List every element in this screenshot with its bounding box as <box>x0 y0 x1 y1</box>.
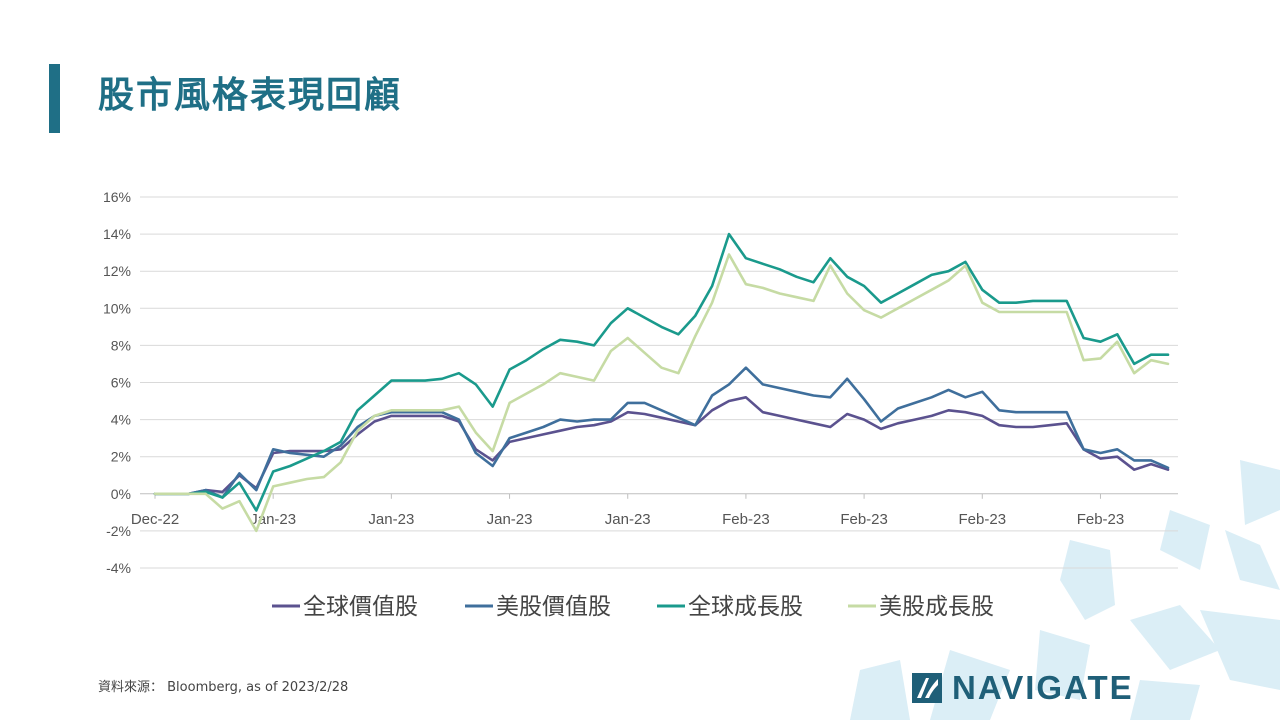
legend-label: 美股價值股 <box>496 594 611 620</box>
x-axis-ticks: Dec-22 Jan-23 Jan-23 Jan-23 Jan-23 Feb-23 Feb-… <box>131 493 1125 528</box>
navigate-logo-mark-icon <box>912 673 942 703</box>
y-tick-label: 12% <box>103 263 131 279</box>
y-tick-label: 4% <box>111 412 131 428</box>
title-accent-bar <box>49 64 60 133</box>
logo-text: NAVIGATE <box>952 669 1134 706</box>
y-tick-label: 14% <box>103 226 131 242</box>
x-tick-label: Jan-23 <box>487 511 533 528</box>
y-tick-label: 2% <box>111 449 131 465</box>
y-tick-label: 10% <box>103 300 131 316</box>
y-tick-label: -2% <box>106 523 131 539</box>
y-tick-label: -4% <box>106 560 131 576</box>
y-tick-label: 0% <box>111 486 131 502</box>
y-tick-label: 8% <box>111 337 131 353</box>
series-lines <box>153 232 1170 533</box>
legend-label: 全球成長股 <box>688 594 803 620</box>
legend: 全球價值股 美股價值股 全球成長股 美股成長股 <box>272 594 994 620</box>
x-tick-label: Jan-23 <box>368 511 414 528</box>
legend-item: 美股成長股 <box>848 594 994 620</box>
x-tick-label: Feb-23 <box>959 511 1007 528</box>
y-tick-label: 16% <box>103 189 131 205</box>
series-line-2 <box>153 232 1170 512</box>
legend-item: 全球成長股 <box>657 594 803 620</box>
source-note: 資料來源： Bloomberg, as of 2023/2/28 <box>98 680 349 695</box>
x-tick-label: Feb-23 <box>1077 511 1125 528</box>
series-line-1 <box>153 366 1170 499</box>
x-tick-label: Feb-23 <box>840 511 888 528</box>
legend-item: 全球價值股 <box>272 594 418 620</box>
navigate-logo: NAVIGATE <box>912 668 1134 708</box>
x-tick-label: Dec-22 <box>131 511 179 528</box>
legend-item: 美股價值股 <box>465 594 611 620</box>
decorative-pinwheel-pattern <box>850 460 1280 720</box>
y-axis-ticks: -4% -2% 0% 2% 4% 6% 8% 10% 12% 14% 16% <box>103 189 131 576</box>
legend-label: 全球價值股 <box>303 594 418 620</box>
legend-label: 美股成長股 <box>879 594 994 620</box>
x-tick-label: Feb-23 <box>722 511 770 528</box>
series-line-3 <box>153 253 1170 533</box>
page-title: 股市風格表現回顧 <box>98 75 403 116</box>
x-tick-label: Jan-23 <box>605 511 651 528</box>
y-tick-label: 6% <box>111 375 131 391</box>
